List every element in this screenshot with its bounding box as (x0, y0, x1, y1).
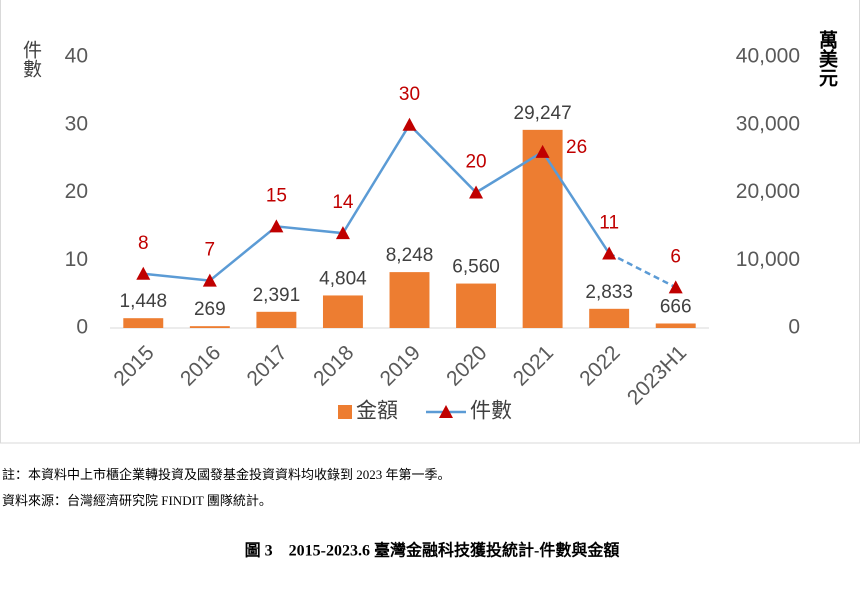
bar-value-label: 2,391 (253, 285, 301, 306)
bar (322, 295, 363, 328)
bar-value-label: 2,833 (585, 282, 633, 303)
bar (589, 308, 630, 328)
legend-label: 金額 (356, 400, 398, 423)
line-value-label: 30 (399, 84, 420, 105)
bar-value-label: 29,247 (514, 103, 572, 124)
line-marker (469, 185, 484, 199)
y2-tick-label: 30,000 (736, 112, 800, 135)
line-value-label: 20 (465, 152, 486, 173)
line (143, 122, 611, 282)
bar-value-label: 8,248 (386, 245, 434, 266)
bar-value-label: 666 (660, 297, 692, 318)
y2-axis-title: 萬美元 (816, 30, 838, 88)
x-tick-label: 2021 (509, 341, 558, 390)
y-tick-label: 10 (65, 248, 88, 271)
x-tick-label: 2020 (442, 341, 491, 390)
legend-swatch (338, 405, 352, 419)
caption: 圖 3 2015-2023.6 臺灣金融科技獲投統計-件數與金額 (245, 541, 620, 560)
x-tick-label: 2023H1 (623, 341, 691, 409)
line-value-label: 7 (205, 240, 216, 261)
bar-value-label: 6,560 (452, 257, 500, 278)
line-marker (202, 273, 217, 287)
y2-tick-label: 40,000 (736, 45, 800, 68)
bar (256, 311, 297, 328)
note: 註：本資料中上市櫃企業轉投資及國發基金投資資料均收錄到 2023 年第一季。 (2, 467, 451, 482)
bar (389, 272, 430, 328)
note: 資料來源：台灣經濟研究院 FINDIT 團隊統計。 (2, 493, 272, 508)
line-marker (402, 117, 417, 131)
y2-tick-label: 0 (788, 316, 800, 339)
line-marker (668, 280, 683, 294)
legend-marker (439, 405, 453, 418)
line-marker (535, 144, 550, 158)
x-tick-label: 2022 (575, 341, 624, 390)
line-value-label: 15 (266, 185, 287, 206)
line (608, 252, 677, 289)
x-tick-label: 2017 (243, 341, 292, 390)
y-tick-label: 20 (65, 180, 88, 203)
y-tick-label: 0 (76, 316, 88, 339)
bar (123, 318, 164, 328)
bar-value-label: 1,448 (120, 291, 168, 312)
y-tick-label: 30 (65, 112, 88, 135)
line-value-label: 14 (332, 192, 354, 213)
line-marker (136, 266, 151, 280)
line-marker (602, 246, 617, 260)
y-tick-label: 40 (65, 45, 88, 68)
line-value-label: 6 (670, 246, 681, 267)
bar (456, 283, 497, 328)
line-marker (335, 226, 350, 240)
bar-value-label: 269 (194, 299, 226, 320)
y2-tick-label: 20,000 (736, 180, 800, 203)
x-tick-label: 2016 (176, 341, 225, 390)
bar (522, 129, 563, 328)
legend-label: 件數 (470, 400, 512, 423)
x-tick-label: 2019 (376, 341, 425, 390)
bar (189, 326, 230, 328)
bar (655, 323, 696, 328)
x-tick-label: 2018 (309, 341, 358, 390)
line-marker (269, 219, 284, 233)
y-axis-title: 件數 (20, 40, 42, 78)
line-value-label: 26 (566, 137, 587, 158)
bar-value-label: 4,804 (319, 268, 367, 289)
line-value-label: 11 (599, 212, 619, 233)
line-value-label: 8 (138, 233, 149, 254)
x-tick-label: 2015 (109, 341, 158, 390)
chart-frame (0, 0, 860, 444)
y2-tick-label: 10,000 (736, 248, 800, 271)
